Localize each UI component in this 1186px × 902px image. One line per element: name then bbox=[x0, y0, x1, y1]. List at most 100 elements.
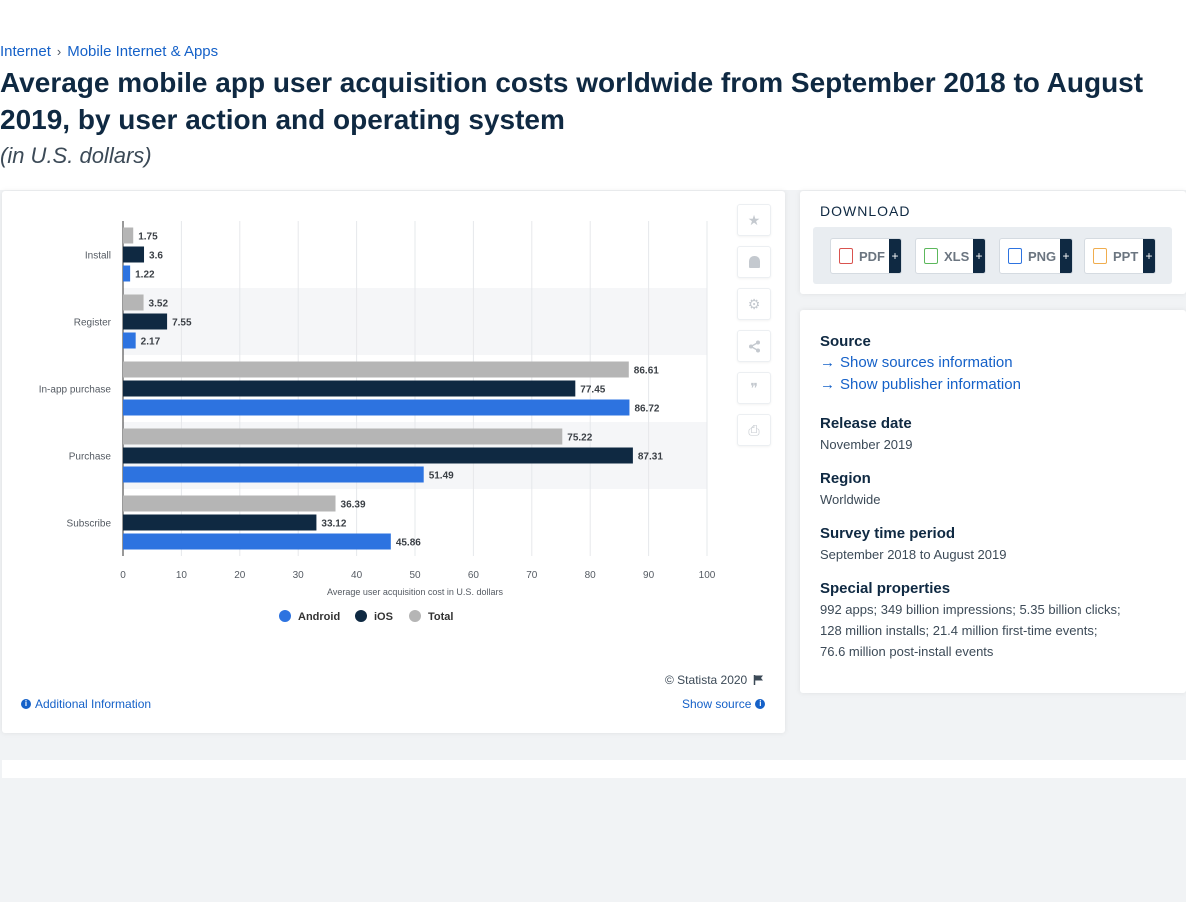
gear-icon: ⚙ bbox=[747, 295, 761, 312]
bar-total bbox=[123, 361, 629, 378]
download-png-button[interactable]: PNG + bbox=[999, 238, 1073, 274]
bar-android bbox=[123, 265, 131, 282]
bar-total bbox=[123, 294, 144, 311]
release-date-value: November 2019 bbox=[820, 437, 913, 452]
category-label: Install bbox=[85, 251, 111, 262]
info-icon: i bbox=[755, 699, 766, 709]
xls-file-icon bbox=[924, 248, 938, 264]
star-icon: ★ bbox=[747, 211, 761, 228]
data-label: 86.72 bbox=[634, 404, 659, 415]
x-tick-label: 20 bbox=[234, 570, 246, 581]
breadcrumb-separator: › bbox=[56, 44, 62, 59]
page-subtitle: (in U.S. dollars) bbox=[0, 143, 152, 168]
data-label: 75.22 bbox=[567, 433, 592, 444]
share-icon bbox=[748, 340, 760, 352]
additional-information-link[interactable]: i Additional Information bbox=[21, 697, 151, 711]
show-sources-link[interactable]: → Show sources information bbox=[820, 354, 1021, 371]
additional-information-label: Additional Information bbox=[35, 697, 152, 711]
download-xls-label: XLS bbox=[944, 248, 970, 264]
download-png-label: PNG bbox=[1028, 248, 1057, 264]
pdf-file-icon bbox=[839, 248, 853, 264]
bell-icon bbox=[748, 256, 760, 268]
settings-button[interactable]: ⚙ bbox=[737, 288, 771, 320]
print-icon: ⎙ bbox=[748, 421, 760, 438]
notification-button[interactable] bbox=[737, 246, 771, 278]
data-label: 33.12 bbox=[321, 519, 346, 530]
show-source-link[interactable]: Show source i bbox=[682, 697, 766, 711]
download-xls-button[interactable]: XLS + bbox=[915, 238, 986, 274]
legend-marker bbox=[279, 610, 291, 622]
data-label: 7.55 bbox=[172, 318, 192, 329]
bar-chart: 0 10 20 30 40 50 60 70 80 90 100 Install 1.75 3.6 1.22… bbox=[39, 221, 716, 623]
breadcrumb-item-internet[interactable]: Internet bbox=[0, 43, 51, 60]
region-value: Worldwide bbox=[820, 492, 881, 507]
data-label: 3.52 bbox=[149, 299, 169, 310]
arrow-right-icon: → bbox=[820, 354, 835, 371]
copyright-text: © Statista 2020 bbox=[665, 673, 748, 687]
download-ppt-label: PPT bbox=[1113, 248, 1139, 264]
download-heading: DOWNLOAD bbox=[820, 203, 911, 219]
share-button[interactable] bbox=[737, 330, 771, 362]
bar-total bbox=[123, 227, 134, 244]
ppt-file-icon bbox=[1093, 248, 1107, 264]
print-button[interactable]: ⎙ bbox=[737, 414, 771, 446]
source-label: Source bbox=[820, 333, 871, 350]
bar-ios bbox=[123, 447, 633, 464]
quote-icon: ❞ bbox=[750, 379, 758, 396]
bar-total bbox=[123, 428, 563, 445]
category-label: Purchase bbox=[69, 452, 112, 463]
favorite-button[interactable]: ★ bbox=[737, 204, 771, 236]
page-title: Average mobile app user acquisition cost… bbox=[0, 67, 1144, 135]
bar-android bbox=[123, 399, 630, 416]
data-label: 51.49 bbox=[429, 471, 454, 482]
bar-ios bbox=[123, 246, 145, 263]
category-label: In-app purchase bbox=[39, 385, 112, 396]
bar-android bbox=[123, 466, 424, 483]
data-label: 1.22 bbox=[135, 270, 155, 281]
x-tick-label: 80 bbox=[585, 570, 597, 581]
legend-marker bbox=[355, 610, 367, 622]
breadcrumb-item-mobile-internet[interactable]: Mobile Internet & Apps bbox=[67, 43, 219, 60]
x-tick-label: 90 bbox=[643, 570, 655, 581]
show-publisher-link[interactable]: → Show publisher information bbox=[820, 376, 1021, 393]
plus-icon: + bbox=[1143, 239, 1155, 273]
survey-period-section: Survey time period September 2018 to Aug… bbox=[820, 525, 1006, 565]
special-properties-section: Special properties 992 apps; 349 billion… bbox=[820, 580, 1121, 662]
breadcrumb: Internet › Mobile Internet & Apps bbox=[0, 43, 218, 60]
bar-android bbox=[123, 332, 136, 349]
release-date-section: Release date November 2019 bbox=[820, 415, 913, 455]
release-date-label: Release date bbox=[820, 415, 912, 432]
special-properties-line: 128 million installs; 21.4 million first… bbox=[820, 623, 1098, 638]
survey-period-value: September 2018 to August 2019 bbox=[820, 547, 1007, 562]
bar-ios bbox=[123, 380, 576, 397]
source-section: Source → Show sources information → Show… bbox=[820, 333, 1021, 393]
download-pdf-label: PDF bbox=[859, 248, 885, 264]
copyright-notice: © Statista 2020 bbox=[665, 673, 764, 687]
data-label: 86.61 bbox=[634, 366, 659, 377]
bar-android bbox=[123, 533, 391, 550]
category-label: Subscribe bbox=[67, 519, 112, 530]
flag-icon bbox=[753, 675, 764, 685]
x-tick-label: 0 bbox=[120, 570, 126, 581]
x-tick-label: 60 bbox=[468, 570, 480, 581]
show-sources-label: Show sources information bbox=[840, 354, 1013, 371]
x-tick-label: 50 bbox=[409, 570, 421, 581]
data-label: 2.17 bbox=[141, 337, 161, 348]
data-label: 45.86 bbox=[396, 538, 421, 549]
legend-label: Android bbox=[298, 611, 340, 623]
legend-label: Total bbox=[428, 611, 453, 623]
cite-button[interactable]: ❞ bbox=[737, 372, 771, 404]
header-band bbox=[0, 0, 1186, 190]
special-properties-line: 76.6 million post-install events bbox=[820, 644, 994, 659]
footer-strip bbox=[2, 760, 1186, 778]
chart-toolbar: ★ ⚙ ❞ ⎙ bbox=[737, 204, 771, 446]
region-section: Region Worldwide bbox=[820, 470, 880, 510]
legend-label: iOS bbox=[374, 611, 393, 623]
download-pdf-button[interactable]: PDF + bbox=[830, 238, 902, 274]
arrow-right-icon: → bbox=[820, 376, 835, 393]
region-label: Region bbox=[820, 470, 871, 487]
data-label: 36.39 bbox=[341, 500, 366, 511]
download-ppt-button[interactable]: PPT + bbox=[1084, 238, 1156, 274]
plus-icon: + bbox=[1060, 239, 1072, 273]
statistic-info-panel bbox=[800, 310, 1186, 693]
